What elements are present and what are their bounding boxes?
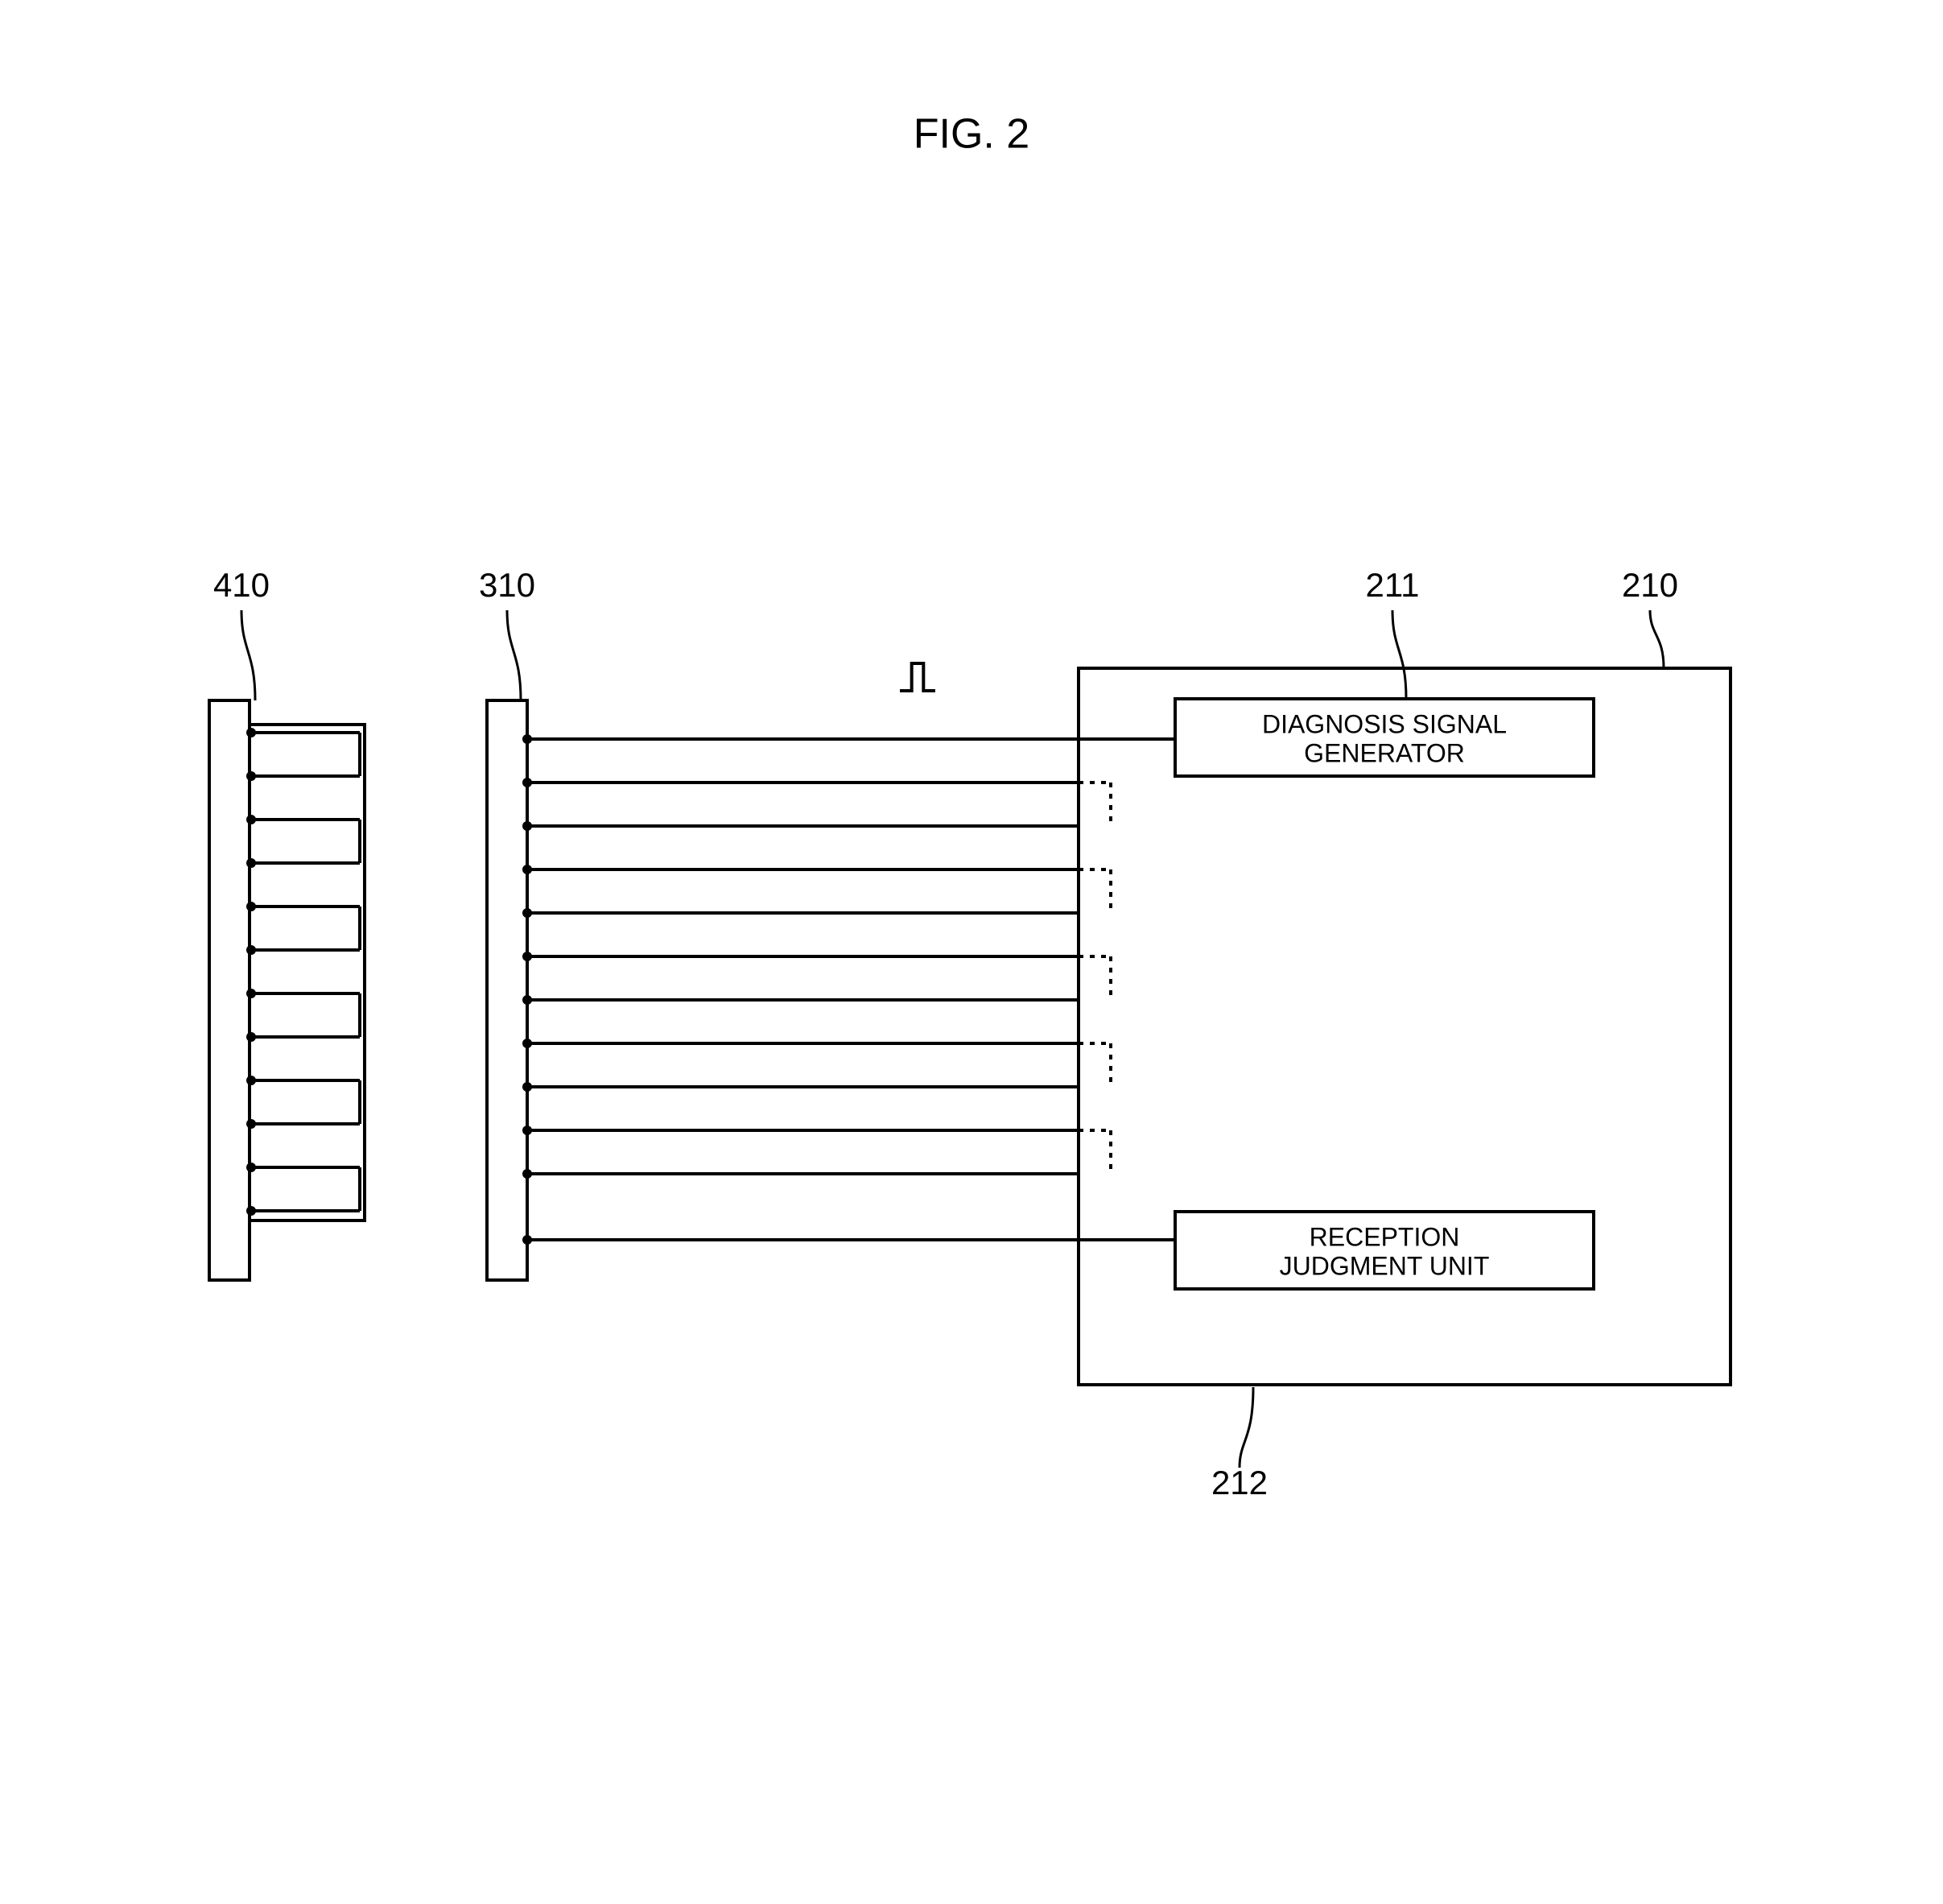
ref-310: 310 (479, 566, 535, 604)
connector-310 (487, 700, 527, 1280)
ref-211: 211 (1366, 566, 1420, 604)
connector-410 (209, 700, 250, 1280)
ref-212: 212 (1211, 1464, 1268, 1501)
diagnosis-label-2: GENERATOR (1304, 738, 1465, 767)
reception-label-2: JUDGMENT UNIT (1280, 1251, 1490, 1280)
ref-210: 210 (1622, 566, 1678, 604)
diagnosis-label-1: DIAGNOSIS SIGNAL (1262, 709, 1507, 738)
ref-410: 410 (213, 566, 270, 604)
figure-title: FIG. 2 (914, 111, 1029, 158)
reception-label-1: RECEPTION (1310, 1222, 1460, 1251)
